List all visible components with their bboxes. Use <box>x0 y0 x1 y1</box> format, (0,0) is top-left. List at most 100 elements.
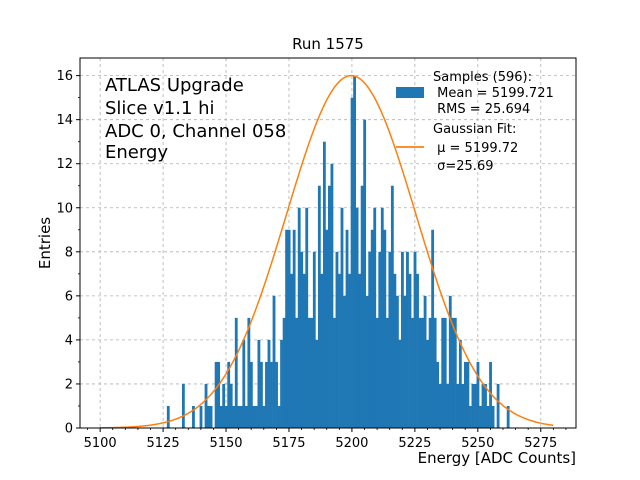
gaussian-fit-curve <box>100 74 554 429</box>
histogram-bar <box>378 251 382 428</box>
y-tick-label: 4 <box>65 333 73 348</box>
histogram-bar <box>365 295 369 428</box>
histogram-bar <box>350 97 354 429</box>
y-tick-label: 12 <box>56 157 73 172</box>
histogram-bar <box>468 405 472 428</box>
info-line: Energy <box>105 142 168 163</box>
histogram-bar <box>262 405 266 428</box>
histogram-bar <box>181 383 185 428</box>
histogram-bar <box>375 317 379 428</box>
histogram-bar <box>252 405 256 428</box>
histogram-bar <box>247 317 251 428</box>
histogram-bar <box>267 339 271 428</box>
histogram-bar <box>383 229 387 428</box>
legend: Samples (596): Mean = 5199.721 RMS = 25.… <box>396 70 554 174</box>
histogram-bar <box>471 383 475 428</box>
histogram-bar <box>333 317 336 428</box>
histogram-bar <box>242 339 246 428</box>
histogram-bar <box>458 339 462 428</box>
histogram-bar <box>436 361 440 428</box>
y-tick-label: 10 <box>56 201 73 216</box>
histogram-bar <box>315 339 319 428</box>
histogram-bar <box>287 229 291 428</box>
y-tick-label: 8 <box>65 245 73 260</box>
histogram-bar <box>285 229 289 428</box>
histogram-bar <box>330 163 334 428</box>
histogram-bar <box>260 361 263 428</box>
x-axis-ticks: 5100 5125 5150 5175 5200 5225 5250 5275 <box>84 428 567 451</box>
y-tick-label: 14 <box>56 113 73 128</box>
histogram-bar <box>222 383 226 428</box>
histogram-bar <box>292 229 296 428</box>
histogram-bar <box>393 273 397 428</box>
histogram-bar <box>446 383 450 428</box>
histogram-bar <box>207 405 210 428</box>
histogram-bar <box>358 273 362 428</box>
legend-samples-swatch <box>396 87 424 98</box>
histogram-bar <box>491 405 495 428</box>
histogram-bar <box>489 361 492 428</box>
x-tick-label: 5175 <box>272 436 305 451</box>
histogram-bar <box>219 405 223 428</box>
y-tick-label: 2 <box>65 377 73 392</box>
histogram-bar <box>423 295 427 428</box>
plot-frame <box>79 57 577 429</box>
histogram-bar <box>192 405 195 428</box>
histogram-bar <box>307 317 311 428</box>
histogram-bar <box>312 251 316 428</box>
histogram-bar <box>428 317 432 428</box>
chart-title: Run 1575 <box>292 35 364 53</box>
histogram-bar <box>466 361 470 428</box>
histogram-bar <box>290 273 294 428</box>
info-line: ADC 0, Channel 058 <box>105 121 286 142</box>
histogram-bar <box>244 405 248 428</box>
x-axis-label: Energy [ADC Counts] <box>418 449 576 467</box>
y-tick-label: 16 <box>56 69 73 84</box>
legend-fit-mu: μ = 5199.72 <box>433 141 518 156</box>
histogram-bar <box>451 317 455 428</box>
histogram-bar <box>411 317 414 428</box>
histogram-bar <box>338 273 341 428</box>
histogram-bar <box>496 383 500 428</box>
histogram-bar <box>280 339 283 428</box>
histogram-bar <box>232 405 236 428</box>
histogram-bar <box>305 207 309 428</box>
histogram-bar <box>416 273 419 428</box>
histogram-bar <box>476 361 480 428</box>
histogram-bar <box>443 317 447 428</box>
histogram-bar <box>237 405 241 428</box>
histogram-bar <box>481 383 485 428</box>
histogram-bar <box>438 383 442 428</box>
y-tick-label: 6 <box>65 289 73 304</box>
histogram-bar <box>300 251 304 428</box>
histogram-bar <box>325 229 329 428</box>
histogram-bar <box>441 317 445 428</box>
histogram-bar <box>275 361 278 428</box>
x-tick-label: 5250 <box>461 436 494 451</box>
histogram-bar <box>390 185 394 428</box>
histogram-bar <box>335 251 339 428</box>
legend-fit-label: Gaussian Fit: <box>433 122 516 137</box>
histogram-bar <box>360 185 364 428</box>
histogram-bar <box>456 383 460 428</box>
histogram-bar <box>463 361 467 428</box>
histogram-bar <box>257 339 261 428</box>
histogram-bar <box>214 361 218 428</box>
histogram-bar <box>433 317 437 428</box>
histogram-bar <box>302 273 306 428</box>
histogram-bar <box>270 361 273 428</box>
histogram-bar <box>340 207 344 428</box>
histogram-bar <box>328 185 331 428</box>
histogram-bar <box>295 317 299 428</box>
y-axis-ticks: 0 2 4 6 8 10 12 14 16 <box>56 69 80 437</box>
histogram-bar <box>297 207 301 428</box>
histogram-bar <box>506 405 510 428</box>
histogram-bar <box>204 383 208 428</box>
histogram-bar <box>282 317 286 428</box>
histogram-bar <box>408 273 412 428</box>
histogram-bar <box>254 405 258 428</box>
histogram-bars <box>166 75 510 429</box>
histogram-bar <box>353 75 356 428</box>
histogram-bar <box>363 119 367 429</box>
